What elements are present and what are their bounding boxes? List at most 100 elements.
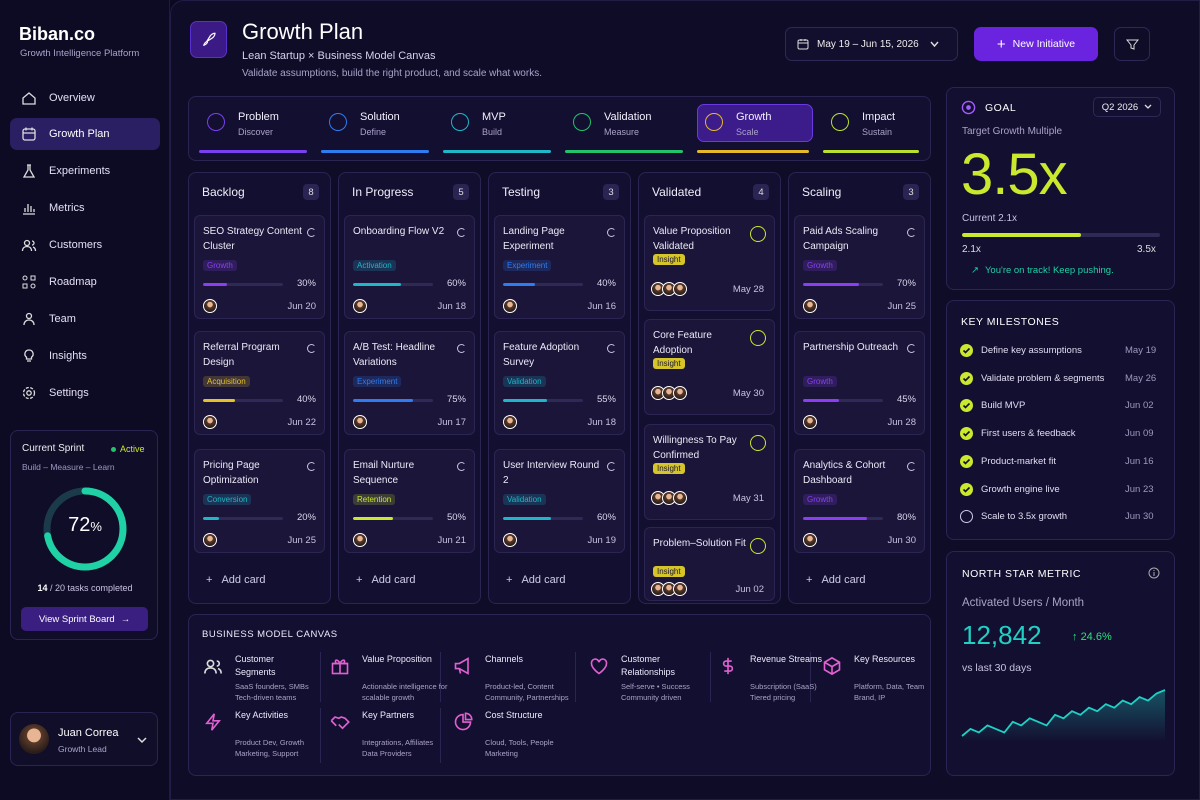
stage-label[interactable]: Solution	[360, 111, 400, 123]
task-card[interactable]: Paid Ads Scaling Campaign Growth 70% Jun 25	[794, 215, 925, 319]
card-due-date: Jun 21	[437, 535, 466, 546]
category-tag: Growth	[803, 260, 837, 271]
task-card[interactable]: Landing Page Experiment Experiment 40% Jun …	[494, 215, 625, 319]
card-due-date: May 28	[732, 284, 764, 295]
check-circle-icon	[750, 226, 766, 242]
stage-growth-icon	[705, 113, 723, 131]
task-card[interactable]: Problem–Solution Fit Insight Jun 02	[644, 527, 775, 601]
card-title: Onboarding Flow V2	[353, 226, 445, 237]
card-due-date: Jun 19	[587, 535, 616, 546]
task-card[interactable]: Value Proposition Validated Insight May 28	[644, 215, 775, 311]
bmc-block-desc: Product Dev, Growth Marketing, Support	[235, 738, 305, 758]
stage-label[interactable]: Problem	[238, 111, 279, 123]
nav-item-roadmap[interactable]: Roadmap	[10, 266, 160, 298]
milestone-label: Scale to 3.5x growth	[981, 511, 1068, 523]
task-card[interactable]: Referral Program Design Acquisition 40% Jun…	[194, 331, 325, 435]
card-progress-bar	[803, 517, 883, 520]
milestone-done-icon	[960, 344, 973, 357]
task-card[interactable]: Feature Adoption Survey Validation 55% Jun …	[494, 331, 625, 435]
card-title: Partnership Outreach	[803, 342, 899, 353]
in-progress-icon	[907, 462, 916, 471]
in-progress-icon	[457, 228, 466, 237]
milestone-done-icon	[960, 399, 973, 413]
card-progress-bar	[203, 399, 283, 402]
nav-item-customers[interactable]: Customers	[10, 229, 160, 261]
stage-impact-icon	[831, 113, 849, 131]
quarter-select[interactable]: Q2 2026	[1093, 97, 1161, 117]
nav-item-growth-plan[interactable]: Growth Plan	[10, 118, 160, 150]
assignee-avatar	[803, 299, 817, 313]
task-card[interactable]: Analytics & Cohort Dashboard Growth 80% Jun…	[794, 449, 925, 553]
bmc-divider	[575, 652, 576, 702]
stage-sublabel: Define	[360, 127, 387, 137]
nav-item-label: Experiments	[49, 165, 111, 177]
bmc-divider	[320, 708, 321, 763]
cube-icon	[823, 656, 841, 676]
north-star-title: NORTH STAR METRIC	[962, 568, 1081, 580]
stage-label[interactable]: MVP	[482, 111, 506, 123]
task-card[interactable]: User Interview Round 2 Validation 60% Jun 1…	[494, 449, 625, 553]
handshake-icon	[330, 716, 350, 730]
add-card-button[interactable]: + Add card	[206, 574, 266, 586]
nav-item-settings[interactable]: Settings	[10, 377, 160, 409]
add-card-button[interactable]: + Add card	[806, 574, 866, 586]
assignee-avatar	[203, 299, 217, 313]
bmc-block-title: Channels	[485, 654, 524, 664]
milestone-date: Jun 16	[1125, 455, 1154, 467]
task-card[interactable]: Willingness To Pay Confirmed Insight May 3…	[644, 424, 775, 520]
card-title: SEO Strategy Content Cluster	[203, 226, 302, 252]
user-profile[interactable]: Juan Correa Growth Lead	[10, 712, 158, 766]
nav-item-label: Metrics	[49, 202, 85, 214]
view-sprint-board-button[interactable]: View Sprint Board →	[21, 607, 148, 631]
nav-item-team[interactable]: Team	[10, 303, 160, 335]
task-card[interactable]: Pricing Page Optimization Conversion 20% Ju…	[194, 449, 325, 553]
milestone-label: Growth engine live	[981, 483, 1060, 495]
task-card[interactable]: Onboarding Flow V2 Activation 60% Jun 18	[344, 215, 475, 319]
card-progress-bar	[203, 283, 283, 286]
calendar-icon	[797, 39, 809, 50]
category-tag: Growth	[203, 260, 237, 271]
card-progress-bar	[203, 517, 283, 520]
task-card[interactable]: SEO Strategy Content Cluster Growth 30% Jun…	[194, 215, 325, 319]
add-card-button[interactable]: + Add card	[506, 574, 566, 586]
nav-item-insights[interactable]: Insights	[10, 340, 160, 372]
stage-progress-line	[823, 150, 919, 153]
assignee-avatar	[503, 533, 517, 547]
goal-max: 3.5x	[1137, 244, 1156, 255]
nav-item-overview[interactable]: Overview	[10, 82, 160, 114]
column-title: Testing	[502, 185, 541, 199]
goal-status: ↗ You're on track! Keep pushing.	[971, 265, 1114, 276]
task-card[interactable]: Core Feature Adoption Insight May 30	[644, 319, 775, 415]
filter-button[interactable]	[1114, 27, 1150, 61]
brand-logo[interactable]: Biban.co	[19, 24, 96, 44]
stage-label[interactable]: Impact	[862, 111, 896, 123]
bmc-block-title: Revenue Streams	[750, 654, 823, 664]
task-card[interactable]: A/B Test: Headline Variations Experiment 7…	[344, 331, 475, 435]
stage-label[interactable]: Growth	[736, 111, 772, 123]
info-icon[interactable]	[1148, 567, 1160, 579]
bmc-block-desc: SaaS founders, SMBs Tech-driven teams	[235, 682, 309, 702]
category-tag: Insight	[653, 254, 685, 265]
card-percent: 45%	[896, 394, 916, 405]
nav-item-experiments[interactable]: Experiments	[10, 155, 160, 187]
card-title: Analytics & Cohort Dashboard	[803, 460, 886, 486]
milestones-title: KEY MILESTONES	[961, 316, 1060, 328]
task-card[interactable]: Email Nurture Sequence Retention 50% Jun 21	[344, 449, 475, 553]
pie-icon	[454, 712, 473, 731]
category-tag: Conversion	[203, 494, 252, 505]
category-tag: Insight	[653, 463, 685, 474]
stage-problem-icon	[207, 113, 225, 131]
bolt-icon	[205, 713, 221, 731]
card-percent: 40%	[296, 394, 316, 405]
card-due-date: May 31	[732, 493, 764, 504]
sprint-subtitle: Build – Measure – Learn	[22, 462, 115, 472]
milestone-done-icon	[960, 482, 973, 496]
card-percent: 70%	[896, 278, 916, 289]
nav-item-metrics[interactable]: Metrics	[10, 192, 160, 224]
task-card[interactable]: Partnership Outreach Growth 45% Jun 28	[794, 331, 925, 435]
stage-label[interactable]: Validation	[604, 111, 652, 123]
category-tag: Growth	[803, 376, 837, 387]
date-range-picker[interactable]: May 19 – Jun 15, 2026	[785, 27, 958, 61]
new-initiative-button[interactable]: + New Initiative	[974, 27, 1098, 61]
add-card-button[interactable]: + Add card	[356, 574, 416, 586]
